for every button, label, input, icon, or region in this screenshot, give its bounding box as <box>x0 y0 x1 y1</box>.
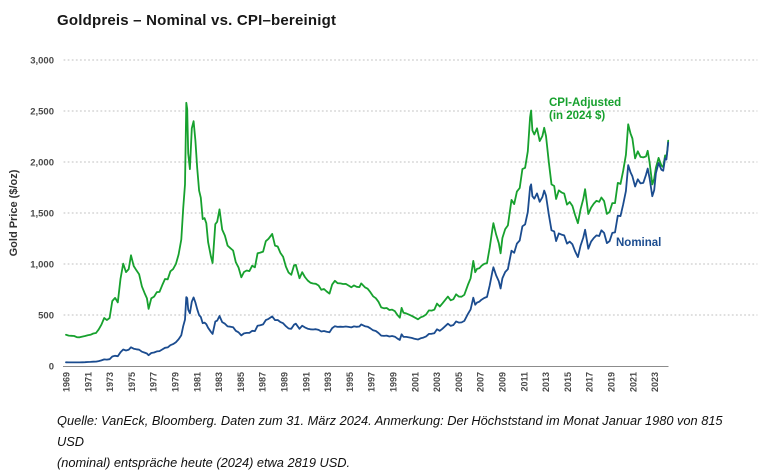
x-tick-label: 2001 <box>410 372 420 392</box>
x-tick-label: 1973 <box>105 372 115 392</box>
y-tick-label: 500 <box>38 311 54 322</box>
x-tick-label: 2021 <box>628 372 638 392</box>
legend-nominal-label: Nominal <box>616 237 661 249</box>
legend-cpi-adjusted-label-line1: CPI-Adjusted <box>549 97 621 109</box>
x-tick-label: 2019 <box>607 372 617 392</box>
x-tick-label: 1989 <box>280 372 290 392</box>
x-tick-label: 1979 <box>171 372 181 392</box>
x-tick-label: 1971 <box>83 372 93 392</box>
legend-cpi-adjusted-label-line2: (in 2024 $) <box>549 110 605 122</box>
x-tick-label: 1969 <box>62 372 72 392</box>
source-note: Quelle: VanEck, Bloomberg. Daten zum 31.… <box>57 410 777 473</box>
x-tick-label: 1977 <box>149 372 159 392</box>
x-tick-label: 2003 <box>432 372 442 392</box>
x-tick-label: 1995 <box>345 372 355 392</box>
y-tick-label: 2,500 <box>30 107 54 118</box>
x-tick-label: 2023 <box>650 372 660 392</box>
x-tick-label: 1993 <box>323 372 333 392</box>
x-tick-label: 2009 <box>498 372 508 392</box>
y-axis-title: Gold Price ($/oz) <box>8 169 20 256</box>
nominal-line <box>65 141 670 364</box>
y-tick-label: 0 <box>49 362 54 373</box>
x-tick-label: 1999 <box>389 372 399 392</box>
x-tick-label: 2005 <box>454 372 464 392</box>
source-note-line3: (nominal) entspräche heute (2024) etwa 2… <box>57 455 351 470</box>
x-tick-label: 2007 <box>476 372 486 392</box>
x-tick-label: 1997 <box>367 372 377 392</box>
cpi-adjusted-line <box>65 101 670 339</box>
x-tick-label: 2013 <box>541 372 551 392</box>
x-tick-label: 1987 <box>258 372 268 392</box>
gridlines <box>63 59 758 316</box>
x-tick-label: 1981 <box>192 372 202 392</box>
y-tick-label: 1,500 <box>30 209 54 220</box>
y-tick-label: 2,000 <box>30 158 54 169</box>
y-axis-tick-labels: 0 500 1,000 1,500 2,000 2,500 3,000 <box>30 56 54 373</box>
x-tick-label: 1991 <box>301 372 311 392</box>
source-note-line2: USD <box>57 434 85 449</box>
x-tick-label: 1985 <box>236 372 246 392</box>
page-title: Goldpreis – Nominal vs. CPI–bereinigt <box>57 12 337 29</box>
x-tick-label: 1975 <box>127 372 137 392</box>
x-axis-tick-labels: 1969 1971 1973 1975 1977 1979 1981 1983 1985 1987… <box>62 372 661 392</box>
x-tick-label: 2011 <box>519 372 529 392</box>
x-tick-label: 1983 <box>214 372 224 392</box>
source-note-line1: Quelle: VanEck, Bloomberg. Daten zum 31.… <box>57 413 723 428</box>
x-tick-label: 2017 <box>585 372 595 392</box>
y-tick-label: 3,000 <box>30 56 54 67</box>
y-tick-label: 1,000 <box>30 260 54 271</box>
x-tick-label: 2015 <box>563 372 573 392</box>
